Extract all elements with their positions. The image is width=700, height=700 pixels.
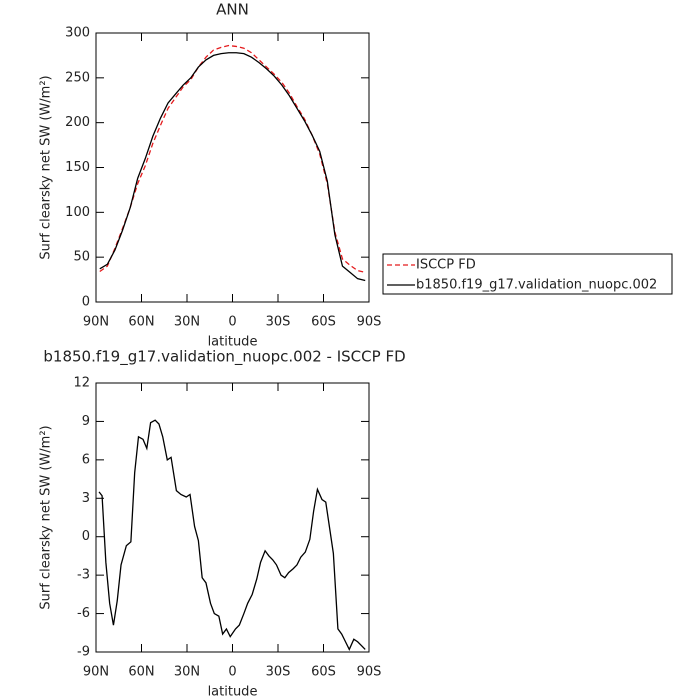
y-tick-label: 12 bbox=[73, 376, 90, 391]
y-tick-label: -9 bbox=[77, 645, 90, 660]
y-axis-label: Surf clearsky net SW (W/m²) bbox=[39, 75, 54, 259]
x-tick-label: 90N bbox=[83, 315, 109, 330]
x-tick-label: 30N bbox=[174, 315, 200, 330]
x-tick-label: 90N bbox=[83, 665, 109, 680]
y-axis-label: Surf clearsky net SW (W/m²) bbox=[39, 425, 54, 609]
x-axis-label: latitude bbox=[208, 685, 258, 700]
y-tick-label: 300 bbox=[65, 26, 90, 41]
y-tick-label: 200 bbox=[65, 115, 90, 130]
y-tick-label: 6 bbox=[82, 452, 90, 467]
x-tick-label: 90S bbox=[357, 665, 382, 680]
x-axis-label: latitude bbox=[208, 335, 258, 350]
x-tick-label: 0 bbox=[228, 315, 236, 330]
y-tick-label: 100 bbox=[65, 205, 90, 220]
x-tick-label: 60S bbox=[311, 665, 336, 680]
data-line bbox=[99, 44, 366, 274]
x-tick-label: 60N bbox=[128, 665, 154, 680]
legend-label: b1850.f19_g17.validation_nuopc.002 bbox=[416, 278, 657, 293]
plot-frame bbox=[95, 382, 370, 653]
x-tick-label: 90S bbox=[357, 315, 382, 330]
y-tick-label: 0 bbox=[82, 295, 90, 310]
x-tick-label: 0 bbox=[228, 665, 236, 680]
x-tick-label: 30S bbox=[266, 315, 291, 330]
y-tick-label: 150 bbox=[65, 160, 90, 175]
plot-frame bbox=[95, 32, 370, 303]
x-tick-label: 60N bbox=[128, 315, 154, 330]
x-tick-label: 30S bbox=[266, 665, 291, 680]
chart-title: ANN bbox=[216, 1, 249, 19]
data-line bbox=[99, 52, 366, 282]
y-tick-label: 0 bbox=[82, 529, 90, 544]
y-tick-label: 3 bbox=[82, 491, 90, 506]
x-tick-label: 30N bbox=[174, 665, 200, 680]
legend-label: ISCCP FD bbox=[416, 258, 476, 273]
legend-box bbox=[382, 253, 673, 295]
y-tick-label: -3 bbox=[77, 568, 90, 583]
y-tick-label: 250 bbox=[65, 70, 90, 85]
y-tick-label: 9 bbox=[82, 414, 90, 429]
x-tick-label: 60S bbox=[311, 315, 336, 330]
y-tick-label: 50 bbox=[73, 250, 90, 265]
chart-title: b1850.f19_g17.validation_nuopc.002 - ISC… bbox=[43, 348, 405, 367]
data-line bbox=[98, 419, 366, 651]
y-tick-label: -6 bbox=[77, 606, 90, 621]
